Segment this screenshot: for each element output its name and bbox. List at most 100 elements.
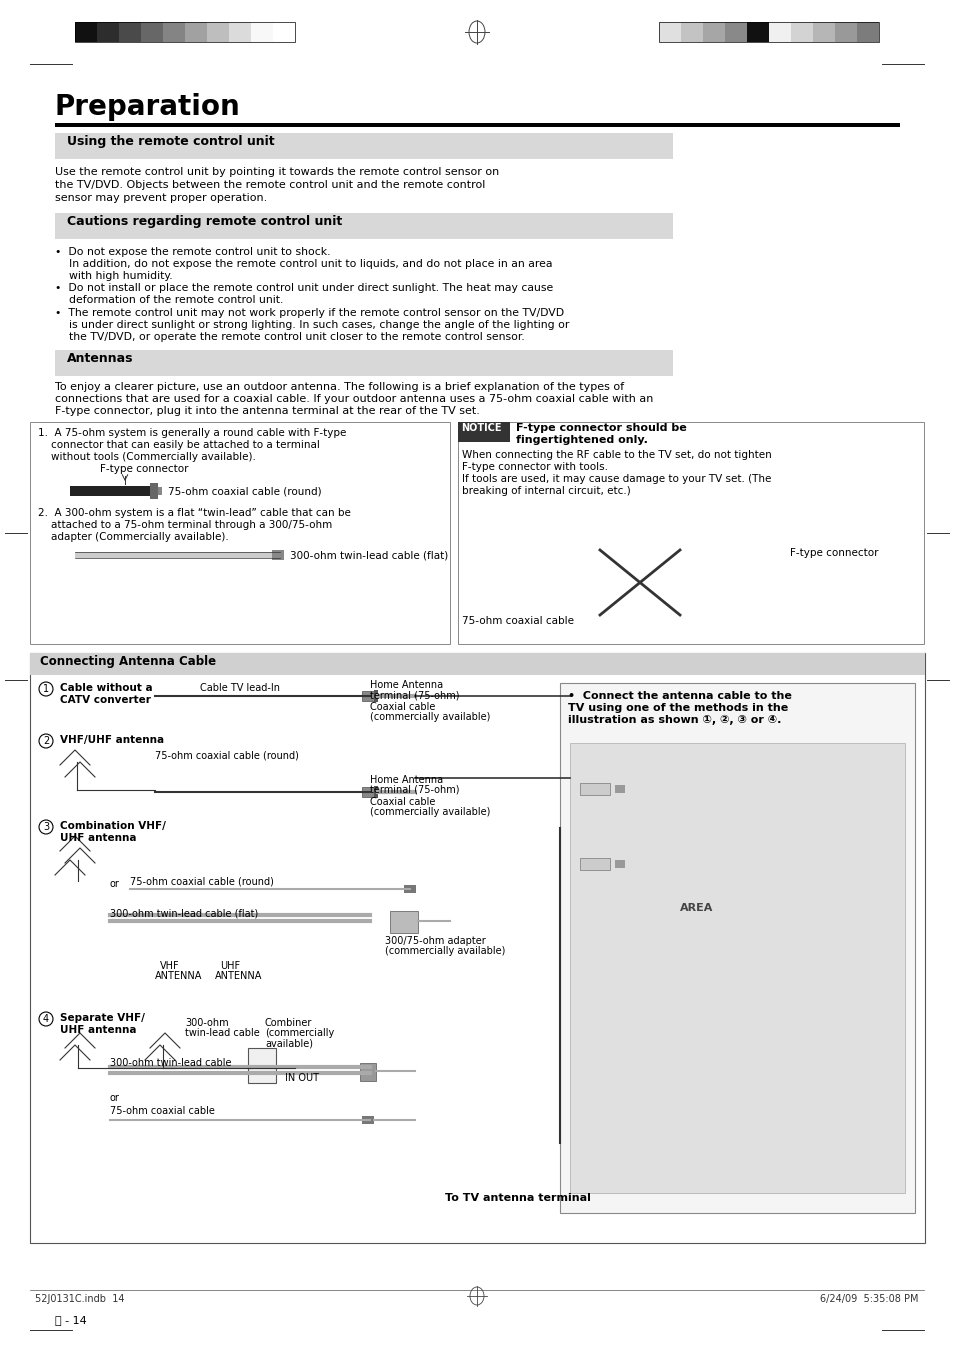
Text: 300-ohm twin-lead cable (flat): 300-ohm twin-lead cable (flat)	[290, 549, 448, 560]
Bar	[75, 22, 294, 42]
Text: or: or	[110, 1094, 120, 1103]
Text: UHF antenna: UHF antenna	[60, 1025, 136, 1035]
Text: 6/24/09  5:35:08 PM: 6/24/09 5:35:08 PM	[820, 1295, 918, 1304]
Bar	[359, 1062, 375, 1081]
Bar	[141, 22, 163, 42]
Text: attached to a 75-ohm terminal through a 300/75-ohm: attached to a 75-ohm terminal through a …	[38, 520, 332, 531]
Circle shape	[39, 1012, 53, 1026]
Bar	[659, 22, 878, 42]
Text: F-type connector with tools.: F-type connector with tools.	[461, 462, 607, 472]
Text: connections that are used for a coaxial cable. If your outdoor antenna uses a 75: connections that are used for a coaxial …	[55, 394, 653, 404]
Bar	[30, 653, 924, 675]
Text: To TV antenna terminal: To TV antenna terminal	[444, 1193, 590, 1203]
Text: available): available)	[265, 1038, 313, 1048]
Bar	[615, 784, 624, 792]
Text: Home Antenna: Home Antenna	[370, 775, 442, 784]
Text: Cautions regarding remote control unit: Cautions regarding remote control unit	[67, 215, 342, 228]
Text: 4: 4	[43, 1014, 49, 1025]
Bar	[251, 22, 273, 42]
Text: ANTENNA: ANTENNA	[154, 971, 202, 981]
Text: (commercially available): (commercially available)	[370, 807, 490, 817]
Bar	[272, 549, 284, 560]
Bar	[55, 350, 672, 377]
Text: 300-ohm twin-lead cable: 300-ohm twin-lead cable	[110, 1058, 232, 1068]
Bar	[361, 691, 374, 701]
Text: VHF/UHF antenna: VHF/UHF antenna	[60, 734, 164, 745]
Bar	[75, 552, 280, 558]
Bar	[55, 134, 672, 159]
Bar	[579, 859, 609, 869]
Text: fingertightened only.: fingertightened only.	[516, 435, 647, 446]
Text: When connecting the RF cable to the TV set, do not tighten: When connecting the RF cable to the TV s…	[461, 450, 771, 460]
Text: •  Do not expose the remote control unit to shock.: • Do not expose the remote control unit …	[55, 247, 330, 256]
Bar	[207, 22, 229, 42]
Bar	[150, 483, 158, 499]
Text: is under direct sunlight or strong lighting. In such cases, change the angle of : is under direct sunlight or strong light…	[55, 320, 569, 329]
Bar	[559, 683, 914, 1214]
Text: 300/75-ohm adapter: 300/75-ohm adapter	[385, 936, 485, 946]
Bar	[163, 22, 185, 42]
Text: Home Antenna: Home Antenna	[370, 680, 442, 690]
Bar	[361, 1116, 374, 1125]
Text: 75-ohm coaxial cable (round): 75-ohm coaxial cable (round)	[168, 486, 321, 495]
Bar	[374, 690, 377, 702]
Text: Separate VHF/: Separate VHF/	[60, 1012, 145, 1023]
Bar	[457, 423, 923, 644]
Bar	[569, 743, 904, 1193]
Text: ⓔ - 14: ⓔ - 14	[55, 1315, 87, 1324]
Bar	[768, 22, 790, 42]
Text: illustration as shown ①, ②, ③ or ④.: illustration as shown ①, ②, ③ or ④.	[567, 716, 781, 725]
Bar	[361, 787, 374, 796]
Text: sensor may prevent proper operation.: sensor may prevent proper operation.	[55, 193, 267, 202]
Text: F-type connector: F-type connector	[100, 464, 189, 474]
Text: Combination VHF/: Combination VHF/	[60, 821, 166, 832]
Text: F-type connector, plug it into the antenna terminal at the rear of the TV set.: F-type connector, plug it into the anten…	[55, 406, 479, 416]
Text: 3: 3	[43, 822, 49, 832]
Text: the TV/DVD. Objects between the remote control unit and the remote control: the TV/DVD. Objects between the remote c…	[55, 180, 485, 190]
Text: NOTICE: NOTICE	[460, 423, 501, 433]
Text: with high humidity.: with high humidity.	[55, 271, 172, 281]
Bar	[659, 22, 680, 42]
Text: deformation of the remote control unit.: deformation of the remote control unit.	[55, 296, 283, 305]
Bar	[158, 487, 162, 495]
Bar	[30, 423, 450, 644]
Text: Using the remote control unit: Using the remote control unit	[67, 135, 274, 148]
Text: To enjoy a clearer picture, use an outdoor antenna. The following is a brief exp: To enjoy a clearer picture, use an outdo…	[55, 382, 623, 391]
Bar	[457, 423, 510, 441]
Text: 300-ohm: 300-ohm	[185, 1018, 229, 1027]
Bar	[119, 22, 141, 42]
Text: TV using one of the methods in the: TV using one of the methods in the	[567, 703, 787, 713]
Bar	[30, 653, 924, 1243]
Text: F-type connector: F-type connector	[789, 548, 878, 558]
Bar	[702, 22, 724, 42]
Bar	[273, 22, 294, 42]
Text: IN OUT: IN OUT	[285, 1073, 318, 1083]
Circle shape	[39, 682, 53, 697]
Bar	[856, 22, 878, 42]
Text: breaking of internal circuit, etc.): breaking of internal circuit, etc.)	[461, 486, 630, 495]
Text: 75-ohm coaxial cable: 75-ohm coaxial cable	[110, 1106, 214, 1116]
Bar	[834, 22, 856, 42]
Text: Cable without a: Cable without a	[60, 683, 152, 693]
Bar	[812, 22, 834, 42]
Text: 2.  A 300-ohm system is a flat “twin-lead” cable that can be: 2. A 300-ohm system is a flat “twin-lead…	[38, 508, 351, 518]
Text: UHF antenna: UHF antenna	[60, 833, 136, 842]
Circle shape	[39, 734, 53, 748]
Text: 1.  A 75-ohm system is generally a round cable with F-type: 1. A 75-ohm system is generally a round …	[38, 428, 346, 437]
Text: terminal (75-ohm): terminal (75-ohm)	[370, 784, 459, 795]
Text: Combiner: Combiner	[265, 1018, 312, 1027]
Text: 52J0131C.indb  14: 52J0131C.indb 14	[35, 1295, 125, 1304]
Text: 75-ohm coaxial cable: 75-ohm coaxial cable	[461, 616, 574, 626]
Text: ANTENNA: ANTENNA	[214, 971, 262, 981]
Text: If tools are used, it may cause damage to your TV set. (The: If tools are used, it may cause damage t…	[461, 474, 771, 485]
Bar	[55, 213, 672, 239]
Text: or: or	[110, 879, 120, 890]
Text: CATV converter: CATV converter	[60, 695, 151, 705]
Bar	[790, 22, 812, 42]
Text: AREA: AREA	[679, 903, 713, 913]
Text: VHF: VHF	[160, 961, 179, 971]
Text: adapter (Commercially available).: adapter (Commercially available).	[38, 532, 229, 541]
Bar	[70, 486, 150, 495]
Bar	[390, 911, 417, 933]
Text: connector that can easily be attached to a terminal: connector that can easily be attached to…	[38, 440, 319, 450]
